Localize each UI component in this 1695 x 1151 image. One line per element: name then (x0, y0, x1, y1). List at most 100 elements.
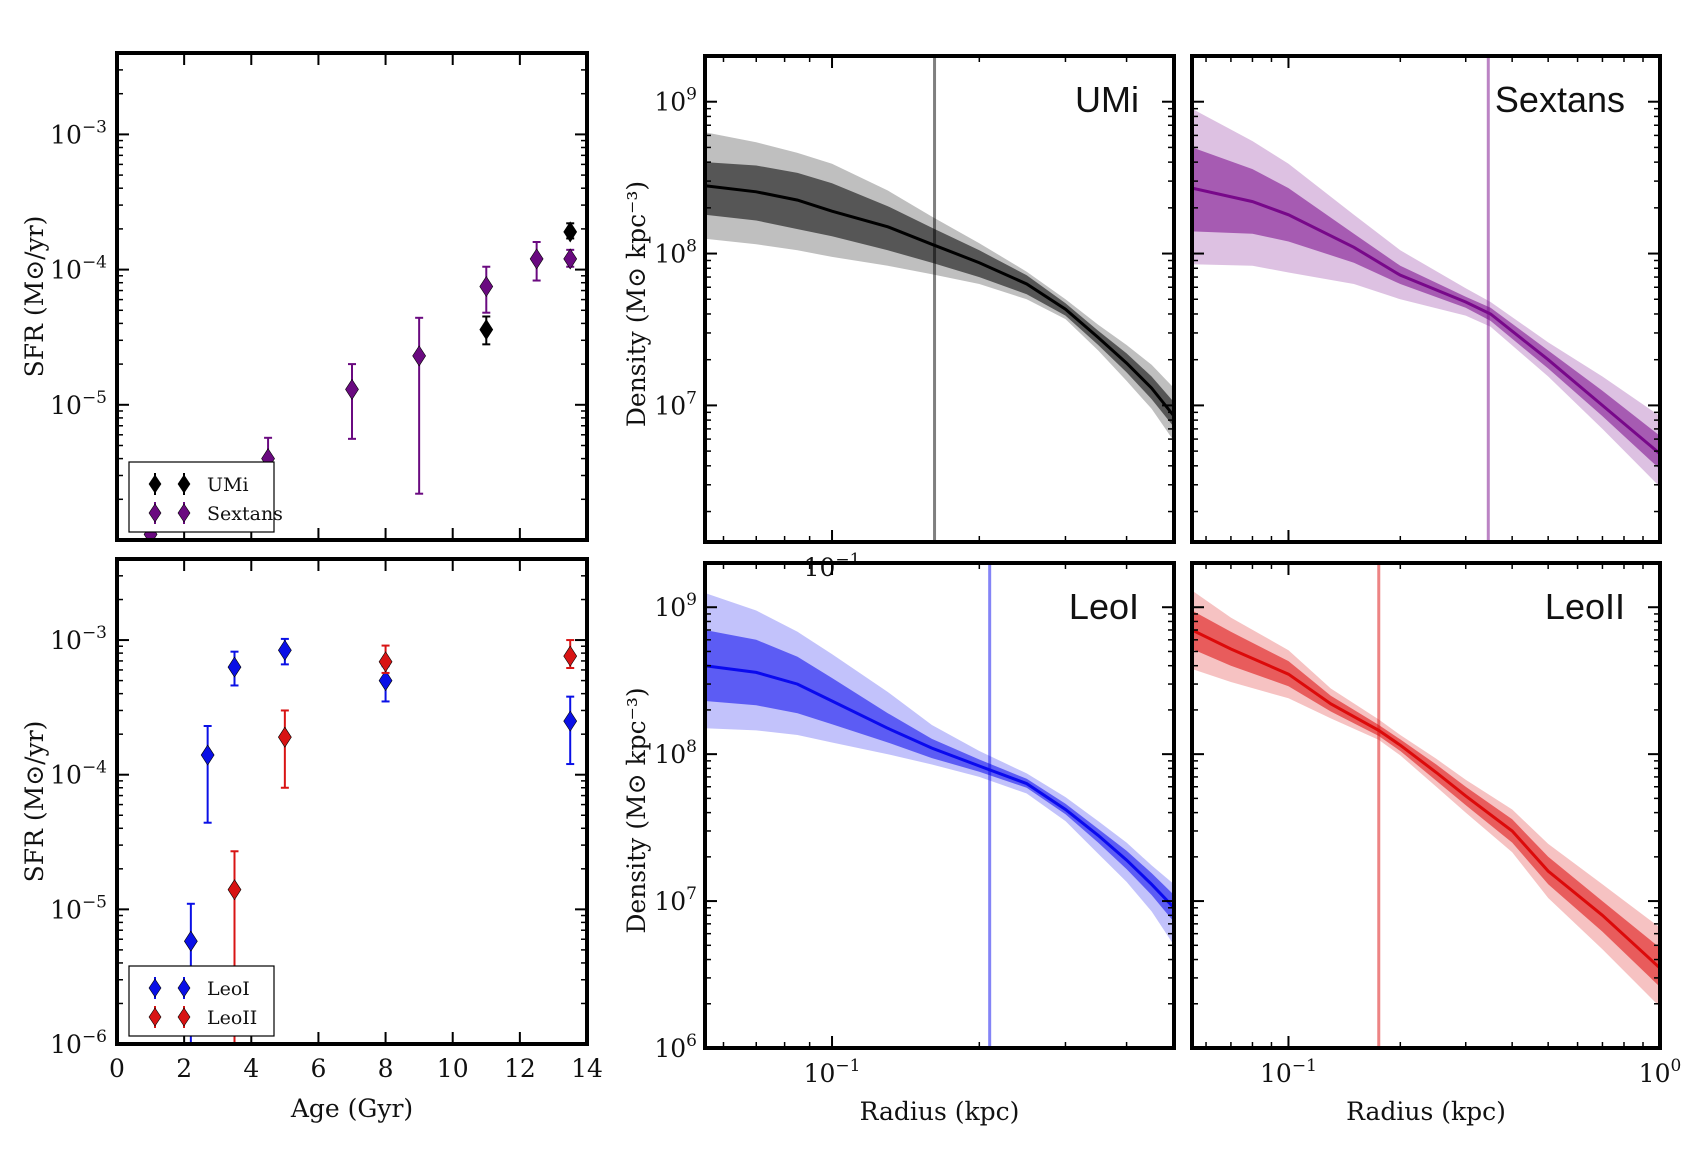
y-tick-label: 107 (654, 884, 697, 916)
leoii-point (378, 651, 393, 673)
y-tick-label-base: 10 (654, 887, 686, 916)
x-tick-label-base: 10 (1260, 1059, 1292, 1088)
y-tick-label-exp: −4 (82, 758, 107, 778)
y-axis-label: SFR (M⊙/yr) (20, 721, 49, 883)
x-tick-label: 10−1 (1260, 1056, 1317, 1088)
median-density-line (1192, 186, 1660, 455)
leoii-point (563, 645, 578, 667)
panel-name-sextans: Sextans (1495, 79, 1625, 120)
y-tick-label-exp: 7 (686, 884, 697, 904)
plot-frame (703, 54, 1176, 544)
outer-confidence-band (705, 593, 1174, 946)
x-tick-label: 2 (176, 1054, 192, 1083)
x-tick-label: 10−1 (804, 1056, 861, 1088)
legend-label: LeoII (207, 1007, 257, 1029)
y-tick-label-base: 10 (50, 761, 82, 790)
legend-marker (148, 474, 162, 494)
plot-frame (115, 557, 589, 1046)
x-tick-label: 100 (1639, 1056, 1682, 1088)
y-tick-label-base: 10 (50, 120, 82, 149)
y-tick-label: 109 (654, 85, 697, 117)
outer-confidence-band (1192, 108, 1660, 487)
y-tick-label-base: 10 (50, 391, 82, 420)
inner-confidence-band (705, 162, 1174, 428)
plot-frame (1190, 54, 1662, 544)
y-tick-label-exp: 9 (686, 590, 697, 610)
y-tick-label: 10−4 (50, 758, 107, 790)
inner-confidence-band (1192, 610, 1660, 987)
sextans-point (412, 345, 427, 367)
y-tick-label-exp: 8 (686, 737, 697, 757)
legend-marker (177, 503, 191, 523)
leoi-point (227, 656, 242, 678)
y-tick-label-base: 10 (50, 626, 82, 655)
panel-name-leoi: LeoI (1069, 586, 1139, 627)
legend-marker (177, 978, 191, 998)
panel-name-leoii: LeoII (1545, 586, 1625, 627)
legend: LeoI LeoII (128, 965, 275, 1037)
umi-point (563, 221, 578, 243)
x-tick-label: 12 (504, 1054, 536, 1083)
y-tick-label: 108 (654, 237, 697, 269)
legend-marker (148, 978, 162, 998)
y-tick-label: 108 (654, 737, 697, 769)
y-tick-label: 10−6 (50, 1027, 107, 1059)
y-tick-label-exp: −5 (82, 388, 107, 408)
x-tick-label: 4 (243, 1054, 259, 1083)
plot-frame (703, 561, 1176, 1050)
inner-confidence-band (1192, 147, 1660, 470)
y-tick-label-base: 10 (654, 88, 686, 117)
x-axis-label: Radius (kpc) (860, 1097, 1020, 1126)
y-tick-label-exp: −4 (82, 253, 107, 273)
y-tick-label: 10−5 (50, 892, 107, 924)
legend-marker (148, 503, 162, 523)
y-tick-label-base: 10 (654, 740, 686, 769)
y-tick-label-exp: 6 (686, 1031, 697, 1051)
data-points (183, 637, 578, 1044)
y-tick-label-base: 10 (50, 1030, 82, 1059)
legend-label: LeoI (207, 978, 250, 1000)
y-tick-label-base: 10 (50, 256, 82, 285)
y-tick-label: 106 (654, 1031, 697, 1063)
density-plot-area (705, 56, 1174, 542)
median-density-line (705, 664, 1174, 909)
x-tick-label-exp: −1 (1292, 1056, 1317, 1076)
x-tick-label: 8 (378, 1054, 394, 1083)
x-tick-label-base: 10 (804, 553, 836, 582)
y-tick-label-base: 10 (654, 240, 686, 269)
legend-marker (177, 474, 191, 494)
legend-marker (148, 1007, 162, 1027)
y-axis-label: Density (M⊙ kpc⁻³) (622, 181, 651, 427)
x-tick-label: 0 (109, 1054, 125, 1083)
median-density-line (1192, 628, 1660, 970)
leoi-point (378, 670, 393, 692)
y-tick-label-base: 10 (50, 895, 82, 924)
y-tick-label-base: 10 (654, 1034, 686, 1063)
x-tick-label: 10 (437, 1054, 469, 1083)
y-tick-label: 10−3 (50, 117, 107, 149)
plot-frame (115, 51, 589, 542)
y-tick-label-exp: −3 (82, 117, 107, 137)
x-axis-label: Radius (kpc) (1346, 1097, 1506, 1126)
density-plot-area (1192, 563, 1660, 1048)
density-plot-area (1192, 56, 1660, 542)
y-tick-label-exp: −3 (82, 623, 107, 643)
y-tick-label-exp: 8 (686, 237, 697, 257)
y-tick-label: 10−3 (50, 623, 107, 655)
y-tick-label-exp: 9 (686, 85, 697, 105)
density-plot-area (705, 563, 1174, 1048)
y-tick-label-exp: 7 (686, 388, 697, 408)
x-tick-label-exp: −1 (835, 1056, 860, 1076)
y-tick-label: 109 (654, 590, 697, 622)
legend-label: UMi (207, 474, 249, 496)
leoii-point (227, 879, 242, 901)
x-axis-label: Age (Gyr) (290, 1094, 413, 1123)
legend-box (128, 965, 275, 1037)
density-sextans-panel: Sextans (1190, 54, 1662, 544)
sextans-point (529, 248, 544, 270)
x-tick-label-base: 10 (804, 1059, 836, 1088)
